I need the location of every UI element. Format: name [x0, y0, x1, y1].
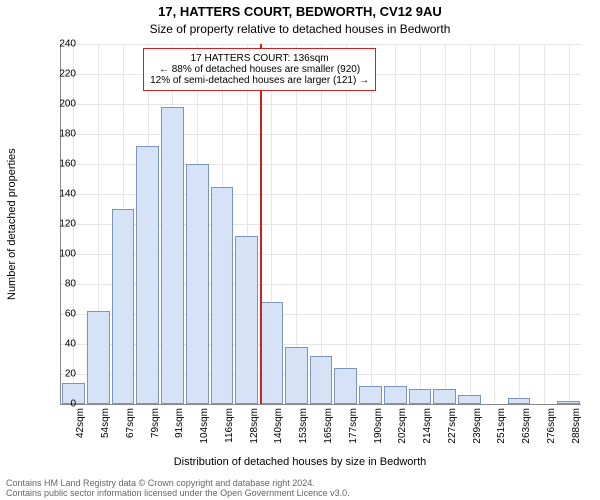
- y-tick-label: 160: [40, 159, 76, 170]
- x-tick-label: 165sqm: [323, 408, 334, 444]
- x-axis-label: Distribution of detached houses by size …: [0, 456, 600, 468]
- x-tick-label: 42sqm: [75, 408, 86, 438]
- x-tick-label: 177sqm: [348, 408, 359, 444]
- histogram-bar: [557, 401, 580, 404]
- histogram-bar: [186, 164, 209, 404]
- x-tick-label: 251sqm: [496, 408, 507, 444]
- x-tick-label: 288sqm: [571, 408, 582, 444]
- gridline-v: [346, 44, 347, 404]
- y-tick-label: 60: [40, 309, 76, 320]
- x-tick-label: 140sqm: [273, 408, 284, 444]
- y-axis-label: Number of detached properties: [6, 148, 18, 300]
- gridline-v: [544, 44, 545, 404]
- x-tick-label: 239sqm: [472, 408, 483, 444]
- title-line1: 17, HATTERS COURT, BEDWORTH, CV12 9AU: [0, 4, 600, 19]
- histogram-bar: [508, 398, 531, 404]
- gridline-v: [569, 44, 570, 404]
- annotation-line1: 17 HATTERS COURT: 136sqm: [150, 53, 369, 64]
- reference-line: [260, 44, 262, 404]
- y-tick-label: 20: [40, 369, 76, 380]
- histogram-bar: [87, 311, 110, 404]
- x-tick-label: 214sqm: [422, 408, 433, 444]
- plot-area: 17 HATTERS COURT: 136sqm← 88% of detache…: [60, 44, 581, 405]
- annotation-box: 17 HATTERS COURT: 136sqm← 88% of detache…: [143, 48, 376, 91]
- histogram-bar: [384, 386, 407, 404]
- x-tick-label: 153sqm: [298, 408, 309, 444]
- x-tick-label: 116sqm: [224, 408, 235, 443]
- footer-line1: Contains HM Land Registry data © Crown c…: [6, 478, 594, 488]
- gridline-v: [494, 44, 495, 404]
- footer-line2: Contains public sector information licen…: [6, 488, 594, 498]
- histogram-bar: [409, 389, 432, 404]
- histogram-bar: [285, 347, 308, 404]
- x-tick-label: 263sqm: [521, 408, 532, 444]
- histogram-bar: [334, 368, 357, 404]
- histogram-bar: [359, 386, 382, 404]
- y-tick-label: 120: [40, 219, 76, 230]
- annotation-line2: ← 88% of detached houses are smaller (92…: [150, 64, 369, 75]
- footer: Contains HM Land Registry data © Crown c…: [6, 478, 594, 498]
- x-tick-label: 104sqm: [199, 408, 210, 444]
- histogram-bar: [112, 209, 135, 404]
- histogram-bar: [310, 356, 333, 404]
- histogram-bar: [235, 236, 258, 404]
- gridline-v: [420, 44, 421, 404]
- histogram-bar: [260, 302, 283, 404]
- y-tick-label: 140: [40, 189, 76, 200]
- y-tick-label: 40: [40, 339, 76, 350]
- gridline-v: [371, 44, 372, 404]
- x-tick-label: 54sqm: [100, 408, 111, 438]
- x-tick-label: 202sqm: [397, 408, 408, 444]
- y-tick-label: 180: [40, 129, 76, 140]
- y-tick-label: 240: [40, 39, 76, 50]
- histogram-bar: [136, 146, 159, 404]
- gridline-v: [519, 44, 520, 404]
- y-tick-label: 220: [40, 69, 76, 80]
- x-tick-label: 276sqm: [546, 408, 557, 444]
- gridline-v: [321, 44, 322, 404]
- y-tick-label: 200: [40, 99, 76, 110]
- x-tick-label: 91sqm: [174, 408, 185, 438]
- x-tick-label: 128sqm: [249, 408, 260, 444]
- x-tick-label: 227sqm: [447, 408, 458, 444]
- annotation-line3: 12% of semi-detached houses are larger (…: [150, 75, 369, 86]
- y-tick-label: 80: [40, 279, 76, 290]
- title-line2: Size of property relative to detached ho…: [0, 22, 600, 36]
- histogram-bar: [458, 395, 481, 404]
- x-tick-label: 79sqm: [150, 408, 161, 438]
- gridline-v: [395, 44, 396, 404]
- chart-container: 17, HATTERS COURT, BEDWORTH, CV12 9AU Si…: [0, 0, 600, 500]
- y-tick-label: 0: [40, 399, 76, 410]
- x-tick-label: 67sqm: [125, 408, 136, 438]
- histogram-bar: [161, 107, 184, 404]
- histogram-bar: [211, 187, 234, 405]
- histogram-bar: [433, 389, 456, 404]
- gridline-v: [470, 44, 471, 404]
- y-tick-label: 100: [40, 249, 76, 260]
- gridline-v: [445, 44, 446, 404]
- x-tick-label: 190sqm: [373, 408, 384, 444]
